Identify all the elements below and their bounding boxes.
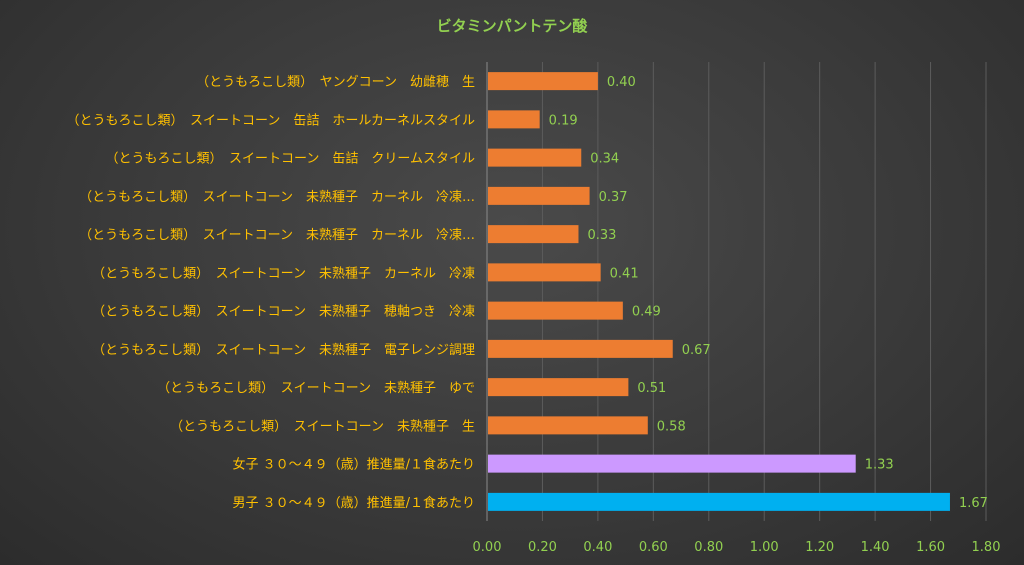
- x-tick-label: 0.40: [583, 540, 612, 555]
- category-label: （とうもろこし類） スイートコーン 未熟種子 ゆで: [157, 380, 475, 396]
- value-label: 0.40: [607, 75, 636, 90]
- chart-title: ビタミンパントテン酸: [437, 17, 589, 35]
- bar: [488, 225, 579, 244]
- value-label: 1.33: [865, 458, 894, 473]
- bar: [488, 454, 856, 473]
- bar: [488, 110, 540, 129]
- value-label: 0.67: [682, 343, 711, 358]
- x-tick-label: 1.00: [750, 540, 779, 555]
- value-label: 0.49: [632, 305, 661, 320]
- x-tick-label: 0.60: [639, 540, 668, 555]
- value-label: 0.41: [610, 266, 639, 281]
- value-label: 1.67: [959, 496, 988, 511]
- category-label: （とうもろこし類） スイートコーン 未熟種子 電子レンジ調理: [92, 342, 475, 358]
- bar: [488, 339, 673, 358]
- value-label: 0.58: [657, 419, 686, 434]
- value-label: 0.19: [549, 113, 578, 128]
- value-label: 0.33: [587, 228, 616, 243]
- bar: [488, 263, 601, 282]
- bar: [488, 72, 598, 91]
- bar: [488, 148, 582, 167]
- gridlines: [486, 62, 987, 521]
- bar: [488, 186, 590, 205]
- x-tick-label: 1.40: [861, 540, 890, 555]
- bar: [488, 416, 648, 435]
- category-label: （とうもろこし類） ヤングコーン 幼雌穂 生: [196, 74, 475, 90]
- value-label: 0.51: [637, 381, 666, 396]
- category-label: （とうもろこし類） スイートコーン 未熟種子 生: [170, 418, 475, 434]
- x-tick-label: 1.20: [805, 540, 834, 555]
- category-label: （とうもろこし類） スイートコーン 缶詰 クリームスタイル: [106, 151, 475, 167]
- category-label: （とうもろこし類） スイートコーン 缶詰 ホールカーネルスタイル: [67, 112, 475, 128]
- bars: [488, 72, 950, 511]
- x-tick-label: 1.60: [916, 540, 945, 555]
- value-label: 0.37: [599, 190, 628, 205]
- category-labels: （とうもろこし類） ヤングコーン 幼雌穂 生 （とうもろこし類） スイートコーン …: [67, 74, 475, 511]
- category-label: （とうもろこし類） スイートコーン 未熟種子 カーネル 冷凍: [92, 265, 475, 281]
- bar: [488, 301, 623, 320]
- value-label: 0.34: [590, 152, 619, 167]
- bar: [488, 378, 629, 397]
- category-label: （とうもろこし類） スイートコーン 未熟種子 穂軸つき 冷凍: [92, 304, 475, 320]
- category-label: 男子 ３０～４９（歳）推進量/１食あたり: [232, 495, 475, 511]
- x-tick-label: 0.00: [473, 540, 502, 555]
- category-label: 女子 ３０～４９（歳）推進量/１食あたり: [232, 457, 475, 473]
- bar: [488, 492, 950, 511]
- x-tick-label: 0.80: [694, 540, 723, 555]
- category-label: （とうもろこし類） スイートコーン 未熟種子 カーネル 冷凍…: [79, 227, 475, 243]
- value-labels: 0.40 0.19 0.34 0.37 0.33 0.41 0.49 0.67 0.51 0.58…: [549, 75, 988, 511]
- x-tick-label: 0.20: [528, 540, 557, 555]
- x-tick-label: 1.80: [972, 540, 1001, 555]
- category-label: （とうもろこし類） スイートコーン 未熟種子 カーネル 冷凍…: [79, 189, 475, 205]
- x-tick-labels: 0.00 0.20 0.40 0.60 0.80 1.00 1.20 1.40 1.60 1.80: [473, 540, 1001, 555]
